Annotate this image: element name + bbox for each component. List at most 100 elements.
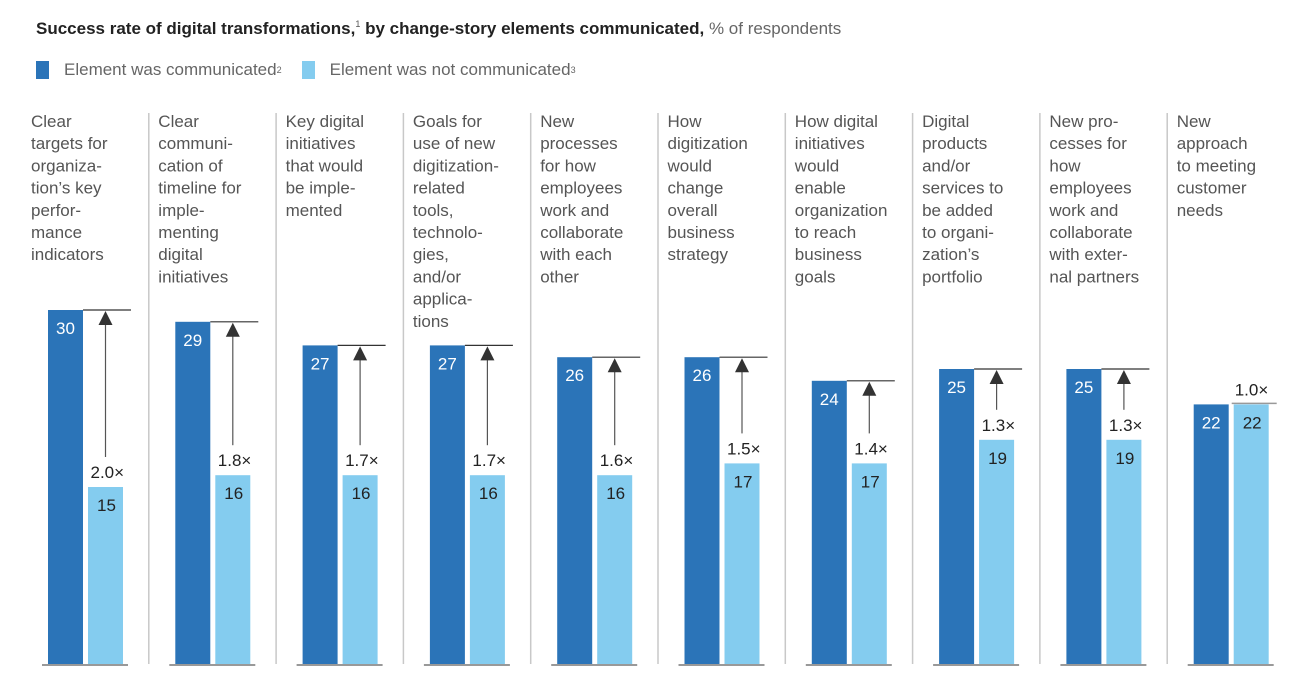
bar-not-communicated xyxy=(979,439,1015,664)
category-label-line: timeline for xyxy=(158,179,241,198)
category-label-line: applica- xyxy=(413,290,473,309)
value-label-not-communicated: 19 xyxy=(988,449,1007,468)
category-label-line: be imple- xyxy=(286,179,356,198)
ratio-label: 1.0× xyxy=(1235,380,1269,399)
bar-communicated xyxy=(429,345,465,664)
category-label-line: mance xyxy=(31,223,82,242)
bar-not-communicated xyxy=(88,487,123,664)
legend-swatch-not-communicated xyxy=(301,61,315,79)
category-label-line: related xyxy=(413,179,465,198)
legend-footnote-communicated: 2 xyxy=(276,65,282,75)
bar-communicated xyxy=(175,321,211,664)
category-label: New approach to meeting customer needs xyxy=(1177,112,1256,220)
category-label: Clear communi-cation of timeline for imple-… xyxy=(158,112,241,286)
category-label-line: business xyxy=(795,245,862,264)
category-label-line: overall xyxy=(668,201,718,220)
category-label-line: and/or xyxy=(922,156,971,175)
category-label-line: enable xyxy=(795,179,846,198)
legend: Element was communicated 2 Element was no… xyxy=(36,60,596,80)
category-label-line: would xyxy=(794,156,839,175)
category-label-line: to reach xyxy=(795,223,856,242)
category-label-line: digital xyxy=(158,245,202,264)
category-label-line: digitization- xyxy=(413,156,499,175)
bar-communicated xyxy=(1066,369,1102,664)
value-label-communicated: 27 xyxy=(311,354,330,373)
category-label-line: approach xyxy=(1177,134,1248,153)
bar-not-communicated xyxy=(1233,404,1269,664)
category-label-line: technolo- xyxy=(413,223,483,242)
category-label-line: How digital xyxy=(795,112,878,131)
ratio-label: 1.7× xyxy=(345,451,379,470)
category-label-line: change xyxy=(668,179,724,198)
ratio-arrow-head-icon xyxy=(225,322,240,337)
value-label-communicated: 25 xyxy=(947,378,966,397)
bar-not-communicated xyxy=(469,475,505,664)
category-label-line: and/or xyxy=(413,267,462,286)
category-label: Digital products and/or services to be added… xyxy=(922,112,1003,286)
category-label-line: for how xyxy=(540,156,596,175)
category-label: Clear targets for organiza-tion’s key perfo… xyxy=(31,112,108,264)
legend-label-not-communicated: Element was not communicated xyxy=(329,60,571,79)
ratio-arrow-head-icon xyxy=(989,370,1004,384)
category-label-line: strategy xyxy=(668,245,729,264)
category-label-line: portfolio xyxy=(922,267,982,286)
category-label-line: zation’s xyxy=(922,245,979,264)
category-label-line: employees xyxy=(1049,179,1131,198)
category-label-line: Clear xyxy=(158,112,199,131)
ratio-arrow-head-icon xyxy=(735,358,749,373)
category-label-line: tions xyxy=(413,312,449,331)
bar-not-communicated xyxy=(724,463,760,664)
category-label-line: organization xyxy=(795,201,888,220)
bar-not-communicated xyxy=(215,475,251,664)
category-label-line: how xyxy=(1049,156,1081,175)
category-label-line: organiza- xyxy=(31,156,102,175)
value-label-communicated: 24 xyxy=(820,390,839,409)
category-label-line: with exter- xyxy=(1048,245,1127,264)
value-label-not-communicated: 22 xyxy=(1243,413,1262,432)
bar-not-communicated xyxy=(597,475,633,664)
value-label-communicated: 25 xyxy=(1074,378,1093,397)
category-label-line: other xyxy=(540,267,579,286)
category-label: New pro-cesses for how employees work and co… xyxy=(1048,112,1139,286)
bar-communicated xyxy=(811,380,847,664)
bar-communicated xyxy=(48,310,83,664)
category-label-line: collaborate xyxy=(1049,223,1132,242)
category-label: How digitization would change overall busines… xyxy=(667,112,748,264)
ratio-arrow-head-icon xyxy=(480,346,495,361)
category-label-line: communi- xyxy=(158,134,233,153)
bar-not-communicated xyxy=(342,475,378,664)
category-label-line: work and xyxy=(1048,201,1118,220)
legend-label-communicated: Element was communicated xyxy=(64,60,277,79)
category-label-line: work and xyxy=(539,201,609,220)
ratio-label: 1.3× xyxy=(1109,416,1143,435)
value-label-not-communicated: 16 xyxy=(224,484,243,503)
category-label: New processes for how employees work and coll… xyxy=(539,112,623,286)
category-label-line: cesses for xyxy=(1049,134,1127,153)
bar-communicated xyxy=(1193,404,1229,664)
category-label-line: initiatives xyxy=(795,134,865,153)
ratio-arrow-head-icon xyxy=(353,346,368,361)
value-label-communicated: 29 xyxy=(183,331,202,350)
bar-not-communicated xyxy=(1106,439,1142,664)
category-label-line: customer xyxy=(1177,179,1247,198)
category-label-line: gies, xyxy=(413,245,449,264)
category-label-line: menting xyxy=(158,223,218,242)
value-label-communicated: 26 xyxy=(565,366,584,385)
ratio-label: 1.3× xyxy=(982,416,1016,435)
category-label-line: Clear xyxy=(31,112,72,131)
title-main: Success rate of digital transformations, xyxy=(36,19,356,38)
value-label-not-communicated: 16 xyxy=(606,484,625,503)
category-label-line: services to xyxy=(922,179,1003,198)
category-label-line: Goals for xyxy=(413,112,482,131)
title-rest: by change-story elements communicated, xyxy=(365,19,705,38)
category-label-line: imple- xyxy=(158,201,204,220)
ratio-label: 1.4× xyxy=(854,439,888,458)
category-label-line: initiatives xyxy=(158,267,228,286)
title-footnote: 1 xyxy=(355,19,361,29)
category-label-line: with each xyxy=(539,245,612,264)
value-label-not-communicated: 17 xyxy=(861,472,880,491)
category-label-line: mented xyxy=(286,201,343,220)
ratio-label: 1.8× xyxy=(218,451,252,470)
value-label-communicated: 27 xyxy=(438,354,457,373)
ratio-label: 1.6× xyxy=(600,451,634,470)
